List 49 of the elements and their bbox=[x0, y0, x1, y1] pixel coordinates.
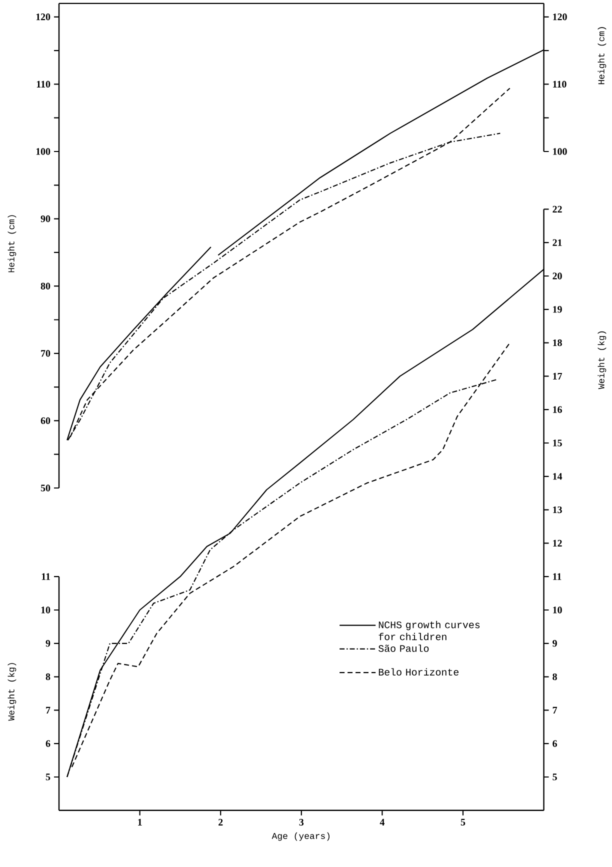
y-axis-title: Height (cm) bbox=[8, 215, 16, 272]
y2-tick-label: 15 bbox=[553, 440, 562, 446]
y-tick-label: 8 bbox=[46, 673, 50, 680]
y-tick-label: 5 bbox=[46, 774, 50, 780]
x-axis-title: Age (years) bbox=[272, 832, 330, 841]
y2-tick-label: 11 bbox=[553, 573, 562, 580]
y2-tick-label: 100 bbox=[553, 148, 567, 155]
y2-axis-title: Height (cm) bbox=[598, 27, 606, 84]
y2-tick-label: 5 bbox=[552, 774, 557, 780]
y-tick-label: 11 bbox=[42, 573, 50, 580]
x-tick-label: 4 bbox=[380, 818, 385, 826]
y2-tick-label: 16 bbox=[553, 406, 562, 413]
y-tick-label: 50 bbox=[40, 484, 50, 492]
y2-tick-label: 20 bbox=[552, 272, 562, 280]
y-tick-label: 110 bbox=[36, 80, 50, 88]
y-tick-label: 120 bbox=[36, 14, 50, 20]
y-tick-label: 100 bbox=[36, 148, 50, 155]
x-tick-label: 1 bbox=[138, 818, 142, 826]
y-tick-label: 7 bbox=[46, 706, 50, 714]
x-tick-label: 2 bbox=[218, 818, 223, 826]
legend-label: NCHS growth curves for children bbox=[378, 620, 480, 640]
y2-tick-label: 18 bbox=[553, 339, 562, 346]
y2-axis-title: Weight (kg) bbox=[598, 331, 606, 390]
y2-tick-label: 110 bbox=[553, 80, 566, 88]
y2-tick-label: 10 bbox=[553, 606, 562, 614]
y-tick-label: 90 bbox=[40, 215, 50, 222]
y-tick-label: 6 bbox=[46, 740, 50, 747]
y-tick-label: 60 bbox=[40, 417, 50, 424]
y2-tick-label: 17 bbox=[553, 372, 562, 380]
y2-tick-label: 19 bbox=[553, 306, 562, 313]
y2-tick-label: 6 bbox=[552, 740, 557, 747]
x-tick-label: 3 bbox=[299, 818, 304, 826]
y2-tick-label: 120 bbox=[553, 14, 567, 20]
y2-tick-label: 22 bbox=[552, 206, 562, 212]
y2-tick-label: 9 bbox=[552, 640, 557, 647]
y2-tick-label: 8 bbox=[552, 673, 557, 680]
y-tick-label: 9 bbox=[46, 640, 50, 647]
legend-label: São Paulo bbox=[378, 644, 429, 652]
y2-tick-label: 14 bbox=[553, 473, 562, 480]
y-axis-title: Weight (kg) bbox=[8, 663, 16, 721]
y2-tick-label: 12 bbox=[553, 540, 562, 546]
y-tick-label: 80 bbox=[40, 282, 50, 290]
y2-tick-label: 21 bbox=[552, 239, 562, 246]
y2-tick-label: 13 bbox=[553, 506, 562, 514]
x-tick-label: 5 bbox=[460, 818, 466, 826]
y-tick-label: 10 bbox=[41, 606, 50, 614]
legend-label: Belo Horizonte bbox=[378, 668, 459, 676]
y2-tick-label: 7 bbox=[552, 706, 558, 714]
y-tick-label: 70 bbox=[41, 350, 50, 357]
